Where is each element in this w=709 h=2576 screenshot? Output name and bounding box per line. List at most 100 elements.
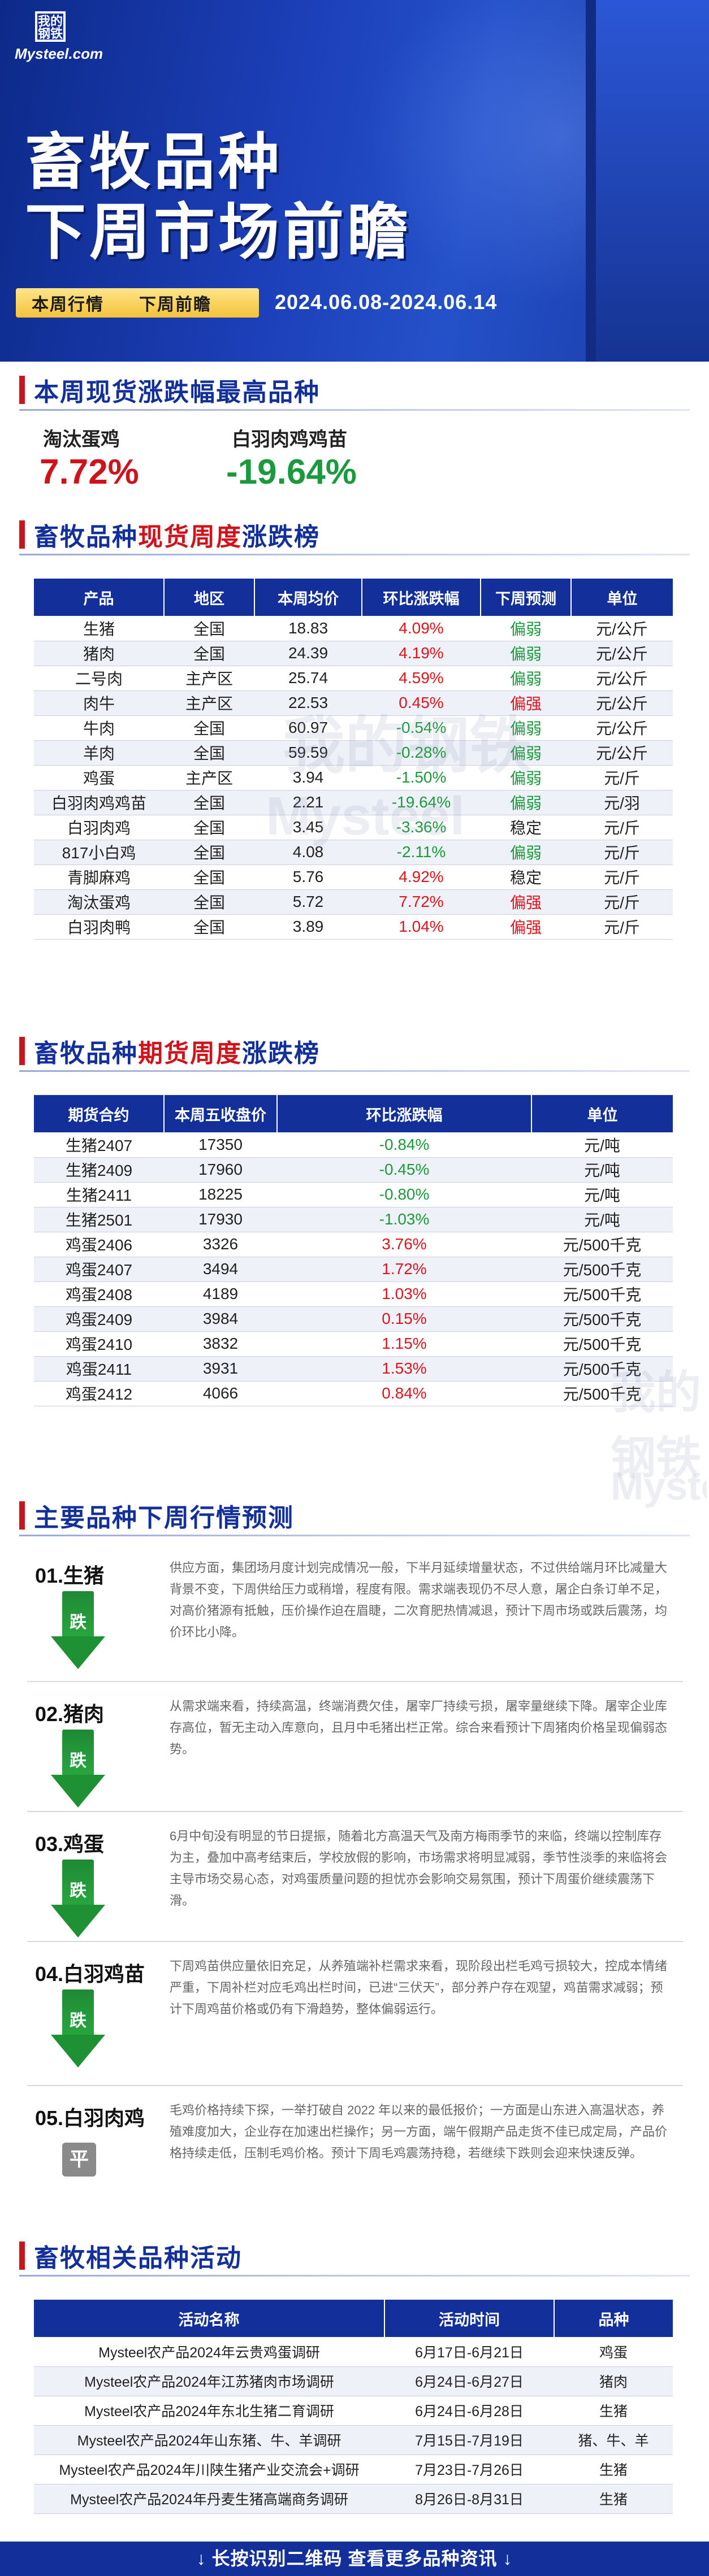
change-cell: 1.53% [277, 1356, 531, 1382]
product-cell: 白羽肉鸡 [34, 815, 164, 840]
date-range: 2024.06.08-2024.06.14 [275, 290, 498, 314]
col-header: 本周均价 [254, 579, 362, 616]
table-row: 鸡蛋2411 3931 1.53% 元/500千克 [34, 1356, 673, 1382]
page-title-line1: 畜牧品种 [25, 128, 283, 196]
down-arrow-icon: 跌 [51, 1989, 105, 2069]
close-price-cell: 18225 [164, 1182, 277, 1207]
col-header: 产品 [34, 579, 165, 616]
col-header: 环比涨跌幅 [277, 1095, 532, 1132]
change-cell: 4.19% [362, 641, 481, 666]
table-row: 白羽肉鸭 全国 3.89 1.04% 偏强 元/斤 [34, 914, 673, 940]
arrow-label: 跌 [70, 1882, 87, 1900]
section-marker [19, 1501, 25, 1530]
forecast-cell: 偏弱 [481, 740, 571, 766]
unit-cell: 元/500千克 [531, 1381, 673, 1406]
activity-name-cell: Mysteel农产品2024年云贵鸡蛋调研 [34, 2337, 384, 2367]
activity-name-cell: Mysteel农产品2024年丹麦生猪高端商务调研 [34, 2484, 384, 2514]
activity-time-cell: 7月23日-7月26日 [384, 2455, 554, 2484]
contract-cell: 鸡蛋2409 [34, 1306, 164, 1332]
activity-product-cell: 生猪 [554, 2484, 673, 2514]
table-row: 鸡蛋2412 4066 0.84% 元/500千克 [34, 1381, 673, 1406]
table-row: Mysteel农产品2024年东北生猪二育调研 6月24日-6月28日 生猪 [34, 2396, 673, 2426]
product-cell: 生猪 [34, 616, 164, 641]
change-cell: -0.45% [277, 1157, 531, 1183]
forecast-item-text: 下周鸡苗供应量依旧充足，从养殖端补栏需求来看，现阶段出栏毛鸡亏损较大，控成本情绪… [170, 1959, 668, 2016]
change-cell: 0.84% [277, 1381, 531, 1406]
contract-cell: 生猪2407 [34, 1132, 164, 1158]
forecast-cell: 稳定 [481, 815, 571, 840]
close-price-cell: 17350 [164, 1132, 277, 1158]
col-header: 期货合约 [34, 1095, 165, 1132]
change-cell: 1.72% [277, 1257, 531, 1282]
section-divider [19, 1070, 690, 1072]
region-cell: 主产区 [164, 765, 254, 790]
product-cell: 817小白鸡 [34, 840, 164, 865]
forecast-cell: 偏强 [481, 889, 571, 915]
unit-cell: 元/斤 [571, 865, 673, 890]
avg-price-cell: 24.39 [254, 641, 362, 666]
avg-price-cell: 4.08 [254, 840, 362, 865]
contract-cell: 鸡蛋2411 [34, 1356, 164, 1382]
section-title: 本周现货涨跌幅最高品种 [34, 379, 320, 406]
unit-cell: 元/吨 [531, 1182, 673, 1207]
forecast-cell: 偏弱 [481, 715, 571, 741]
avg-price-cell: 59.59 [254, 740, 362, 766]
col-header: 单位 [531, 1095, 673, 1132]
table-row: 生猪2409 17960 -0.45% 元/吨 [34, 1157, 673, 1183]
avg-price-cell: 3.94 [254, 765, 362, 790]
unit-cell: 元/斤 [571, 765, 673, 790]
contract-cell: 生猪2411 [34, 1182, 164, 1207]
contract-cell: 生猪2409 [34, 1157, 164, 1183]
forecast-cell: 偏弱 [481, 765, 571, 790]
table-row: Mysteel农产品2024年山东猪、牛、羊调研 7月15日-7月19日 猪、牛、羊 [34, 2425, 673, 2455]
unit-cell: 元/吨 [531, 1132, 673, 1158]
unit-cell: 元/羽 [571, 790, 673, 815]
change-cell: -0.54% [362, 715, 481, 741]
activity-name-cell: Mysteel农产品2024年山东猪、牛、羊调研 [34, 2425, 384, 2455]
region-cell: 全国 [164, 740, 254, 766]
avg-price-cell: 18.83 [254, 616, 362, 641]
unit-cell: 元/斤 [571, 889, 673, 915]
section-title: 畜牧品种期货周度涨跌榜 [34, 1040, 320, 1067]
hero-stripe [596, 0, 709, 362]
change-cell: 0.45% [362, 690, 481, 716]
product-cell: 猪肉 [34, 641, 164, 666]
section-header-forecast: 主要品种下周行情预测 [19, 1498, 294, 1532]
activity-time-cell: 7月15日-7月19日 [384, 2425, 554, 2455]
futures-price-table: 期货合约 本周五收盘价 环比涨跌幅 单位 生猪2407 17350 -0.84% 元/… [34, 1095, 673, 1406]
product-cell: 白羽肉鸭 [34, 914, 164, 940]
forecast-item-name: 03.鸡蛋 [35, 1832, 105, 1856]
section-marker [19, 520, 25, 549]
unit-cell: 元/500千克 [531, 1306, 673, 1332]
forecast-item-text: 毛鸡价格持续下探，一举打破自 2022 年以来的最低报价；一方面是山东进入高温状… [170, 2103, 668, 2160]
table-row: 生猪2501 17930 -1.03% 元/吨 [34, 1207, 673, 1232]
table-row: 白羽肉鸡 全国 3.45 -3.36% 稳定 元/斤 [34, 815, 673, 840]
table-row: 鸡蛋2407 3494 1.72% 元/500千克 [34, 1257, 673, 1282]
unit-cell: 元/公斤 [571, 715, 673, 741]
region-cell: 全国 [164, 840, 254, 865]
footer-bar[interactable]: ↓ 长按识别二维码 查看更多品种资讯 ↓ [0, 2542, 709, 2576]
col-header: 地区 [164, 579, 255, 616]
section-header-futures: 畜牧品种期货周度涨跌榜 [19, 1034, 320, 1068]
region-cell: 全国 [164, 715, 254, 741]
unit-cell: 元/斤 [571, 815, 673, 840]
region-cell: 全国 [164, 815, 254, 840]
arrow-stem [62, 1989, 94, 2039]
section-marker [19, 2241, 25, 2270]
table-row: 牛肉 全国 60.97 -0.54% 偏弱 元/公斤 [34, 715, 673, 741]
period-tag: 本周行情 下周前瞻 [16, 288, 259, 318]
forecast-divider [27, 1941, 683, 1942]
section-divider [19, 2275, 690, 2277]
top-loser-name: 白羽肉鸡鸡苗 [232, 429, 347, 450]
table-row: 肉牛 主产区 22.53 0.45% 偏强 元/公斤 [34, 690, 673, 716]
unit-cell: 元/500千克 [531, 1356, 673, 1382]
activity-product-cell: 生猪 [554, 2455, 673, 2484]
table-row: Mysteel农产品2024年云贵鸡蛋调研 6月17日-6月21日 鸡蛋 [34, 2337, 673, 2367]
forecast-item-text: 从需求端来看，持续高温，终端消费欠佳，屠宰厂持续亏损，屠宰量继续下降。屠宰企业库… [170, 1699, 668, 1756]
activity-product-cell: 鸡蛋 [554, 2337, 673, 2367]
unit-cell: 元/斤 [571, 914, 673, 940]
forecast-item-name: 01.生猪 [35, 1564, 105, 1587]
avg-price-cell: 5.72 [254, 889, 362, 915]
tag-current-week: 本周行情 [32, 296, 104, 314]
unit-cell: 元/吨 [531, 1157, 673, 1183]
